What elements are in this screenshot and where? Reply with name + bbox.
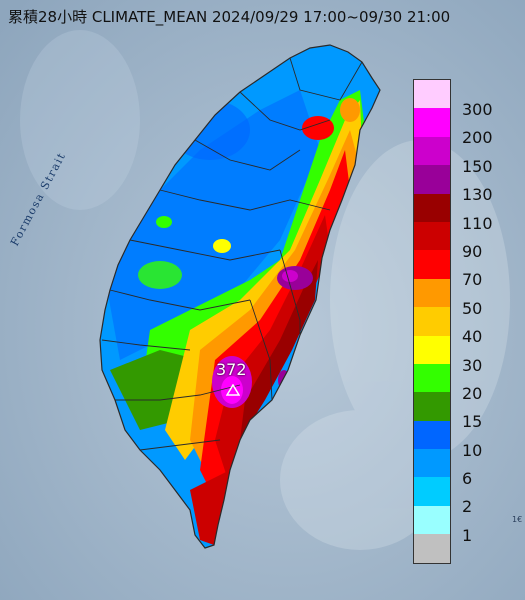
legend-label: 150 bbox=[462, 156, 493, 176]
legend-swatch bbox=[414, 392, 450, 421]
legend-swatch bbox=[414, 80, 450, 109]
legend-swatch bbox=[414, 108, 450, 137]
legend-label: 300 bbox=[462, 100, 493, 119]
legend-label: 30 bbox=[462, 355, 483, 375]
legend-label: 50 bbox=[462, 298, 483, 318]
legend-labels: 300 200 150 130 110 90 70 50 40 30 20 15 10 6 2 1 bbox=[462, 96, 522, 579]
rainfall-legend bbox=[413, 79, 451, 564]
legend-label: 15 bbox=[462, 412, 483, 432]
coastline bbox=[99, 44, 381, 549]
legend-label: 1 bbox=[462, 525, 473, 545]
legend-swatch bbox=[414, 136, 450, 166]
legend-swatch bbox=[414, 193, 450, 222]
legend-swatch bbox=[414, 335, 450, 364]
county-boundaries bbox=[101, 57, 363, 451]
legend-swatch bbox=[414, 221, 450, 251]
legend-swatch bbox=[414, 165, 450, 194]
legend-swatch bbox=[414, 477, 450, 506]
legend-swatch bbox=[414, 278, 450, 308]
legend-label: 6 bbox=[462, 469, 473, 489]
corner-text: 1€ bbox=[512, 515, 523, 524]
legend-swatch bbox=[414, 250, 450, 279]
legend-swatch bbox=[414, 307, 450, 336]
legend-swatch bbox=[414, 420, 450, 450]
peak-rainfall-label: 372 bbox=[216, 360, 247, 379]
legend-label: 40 bbox=[462, 327, 483, 347]
triangle-icon bbox=[226, 384, 240, 396]
legend-swatch bbox=[414, 449, 450, 478]
legend-label: 70 bbox=[462, 270, 483, 290]
legend-swatch bbox=[414, 505, 450, 535]
legend-swatch bbox=[414, 363, 450, 393]
legend-label: 200 bbox=[462, 128, 493, 148]
legend-swatch bbox=[414, 534, 450, 563]
legend-label: 10 bbox=[462, 440, 483, 460]
map-title: 累積28小時 CLIMATE_MEAN 2024/09/29 17:00~09/… bbox=[8, 8, 451, 26]
legend-label: 130 bbox=[462, 185, 493, 205]
legend-label: 110 bbox=[462, 213, 493, 233]
legend-label: 90 bbox=[462, 241, 483, 261]
legend-label: 2 bbox=[462, 497, 473, 517]
legend-label: 20 bbox=[462, 383, 483, 403]
legend-label bbox=[462, 550, 522, 578]
